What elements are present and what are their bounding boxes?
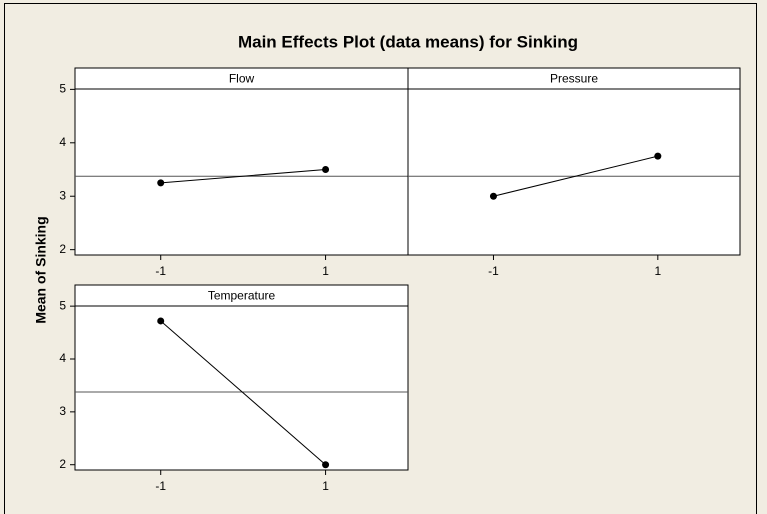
panel-title: Pressure: [550, 72, 598, 86]
x-tick-label: 1: [322, 264, 329, 278]
frame: [4, 3, 757, 514]
x-tick-label: -1: [155, 264, 166, 278]
y-tick-label: 3: [59, 188, 66, 202]
x-tick-label: -1: [155, 479, 166, 493]
panel: [74, 67, 409, 256]
y-tick-label: 5: [59, 298, 66, 312]
data-point: [157, 179, 165, 187]
panel: [74, 284, 409, 471]
data-point: [654, 152, 662, 160]
x-tick-label: -1: [488, 264, 499, 278]
chart-title: Main Effects Plot (data means) for Sinki…: [238, 32, 578, 51]
y-tick-label: 4: [59, 135, 66, 149]
y-tick-label: 2: [59, 242, 66, 256]
y-axis-label: Mean of Sinking: [33, 216, 49, 323]
panel-header: [74, 284, 409, 307]
data-point: [322, 461, 330, 469]
x-tick-label: 1: [654, 264, 661, 278]
data-point: [157, 317, 165, 325]
x-tick-label: 1: [322, 479, 329, 493]
effect-line: [160, 169, 326, 184]
panel-title: Temperature: [208, 289, 276, 303]
y-tick-label: 2: [59, 457, 66, 471]
effect-line: [493, 155, 658, 197]
y-tick-label: 3: [59, 404, 66, 418]
data-point: [322, 166, 330, 174]
y-tick-label: 4: [59, 351, 66, 365]
y-tick-label: 5: [59, 82, 66, 96]
panel-title: Flow: [229, 72, 255, 86]
panel-header: [407, 67, 741, 90]
effect-line: [160, 320, 326, 466]
data-point: [489, 192, 497, 200]
panel: [407, 67, 741, 256]
